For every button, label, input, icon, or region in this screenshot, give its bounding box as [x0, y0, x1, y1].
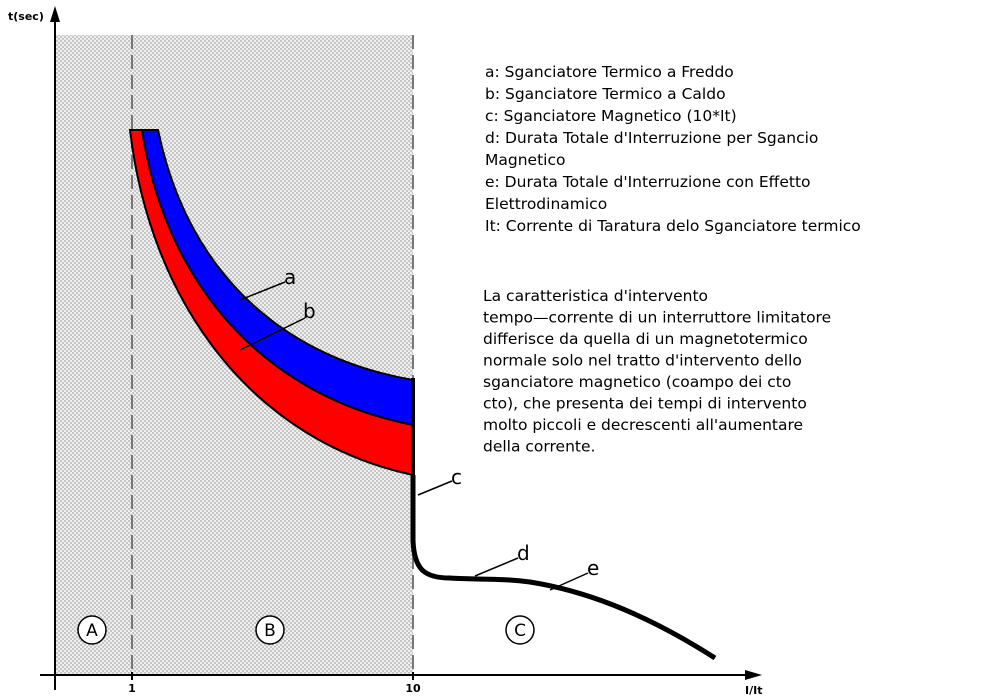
- region-circle: [77, 615, 107, 645]
- legend-line: e: Durata Totale d'Interruzione con Effe…: [485, 173, 811, 191]
- magnetic-curve: [410, 475, 717, 661]
- region-circle: [505, 615, 535, 645]
- x-arrow: [745, 670, 762, 680]
- curve-label: c: [451, 465, 462, 489]
- legend-line: It: Corrente di Taratura delo Sganciator…: [485, 217, 861, 235]
- curve-label: a: [284, 265, 296, 289]
- legend-line: b: Sganciatore Termico a Caldo: [485, 85, 726, 103]
- y-arrow: [50, 6, 60, 22]
- legend-line: d: Durata Totale d'Interruzione per Sgan…: [485, 129, 818, 147]
- description-line: tempo—corrente di un interruttore limita…: [483, 309, 831, 327]
- curve-label: b: [303, 299, 316, 323]
- description-line: La caratteristica d'intervento: [483, 287, 708, 305]
- description-line: cto), che presenta dei tempi di interven…: [483, 395, 807, 413]
- legend-line: c: Sganciatore Magnetico (10*It): [485, 107, 737, 125]
- description-line: sganciatore magnetico (coampo dei cto: [483, 373, 791, 391]
- curve-label: e: [587, 556, 599, 580]
- leader: [474, 557, 519, 577]
- x-tick-label: 1: [128, 682, 136, 695]
- region-label: C: [514, 621, 526, 641]
- description: La caratteristica d'intervento tempo—corr…: [483, 287, 831, 456]
- leader: [549, 572, 589, 591]
- description-line: molto piccoli e decrescenti all'aumentar…: [483, 416, 803, 434]
- legend: a: Sganciatore Termico a Freddo b: Sganci…: [485, 63, 861, 235]
- legend-line: Elettrodinamico: [485, 195, 607, 213]
- curve-label: d: [517, 541, 530, 565]
- leader: [239, 281, 286, 301]
- y-axis-label: t(sec): [8, 10, 44, 23]
- region-circle: [255, 615, 285, 645]
- description-line: differisce da quella di un magnetotermic…: [483, 330, 808, 348]
- x-tick-label: 10: [405, 682, 421, 695]
- leader: [417, 480, 453, 496]
- legend-line: a: Sganciatore Termico a Freddo: [485, 63, 734, 81]
- description-line: normale solo nel tratto d'intervento del…: [483, 352, 802, 370]
- region-label: B: [264, 621, 276, 641]
- legend-line: Magnetico: [485, 151, 565, 169]
- x-axis-label: I/It: [745, 684, 762, 697]
- description-line: della corrente.: [483, 438, 595, 456]
- leader: [239, 317, 306, 351]
- region-label: A: [86, 621, 98, 641]
